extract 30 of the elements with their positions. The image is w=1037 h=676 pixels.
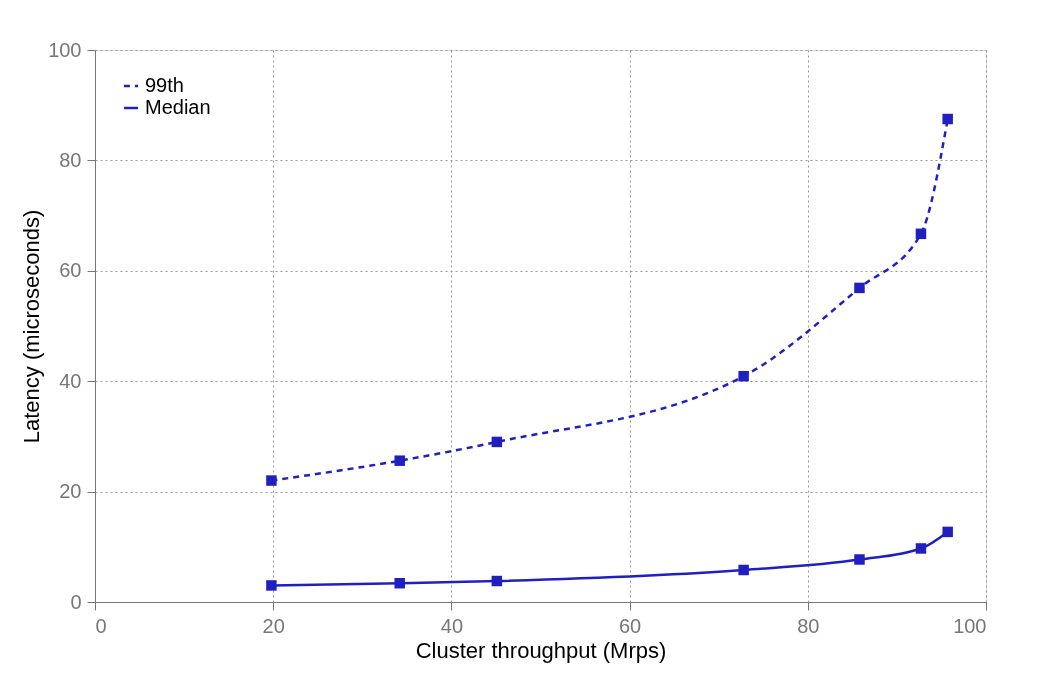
- point: [491, 575, 503, 587]
- x-tick-label: 60: [618, 614, 642, 637]
- point: [915, 228, 927, 240]
- x-tick-label: 0: [95, 614, 107, 637]
- point: [266, 475, 277, 486]
- y-tick-label: 100: [48, 38, 82, 61]
- y-tick-label: 40: [59, 369, 82, 392]
- point: [738, 370, 749, 382]
- legend-label: 99th: [145, 74, 184, 96]
- point: [854, 282, 865, 294]
- point: [942, 526, 953, 538]
- y-tick-label: 0: [70, 590, 82, 613]
- point: [915, 543, 927, 554]
- point: [266, 580, 277, 591]
- point: [491, 436, 503, 448]
- point: [738, 564, 749, 576]
- y-tick-label: 80: [59, 148, 82, 171]
- y-tick-label: 20: [59, 480, 82, 503]
- x-tick-label: 80: [797, 614, 820, 637]
- y-axis-title: Latency (microseconds): [19, 209, 45, 444]
- point: [394, 455, 405, 466]
- legend-label: Median: [145, 96, 211, 118]
- point: [942, 113, 953, 125]
- point: [394, 577, 405, 589]
- y-tick-label: 60: [59, 259, 82, 282]
- point: [854, 554, 865, 565]
- x-tick-label: 20: [262, 614, 285, 637]
- x-tick-label: 100: [953, 614, 987, 637]
- x-tick-label: 40: [440, 614, 464, 637]
- x-axis-title: Cluster throughput (Mrps): [415, 637, 667, 663]
